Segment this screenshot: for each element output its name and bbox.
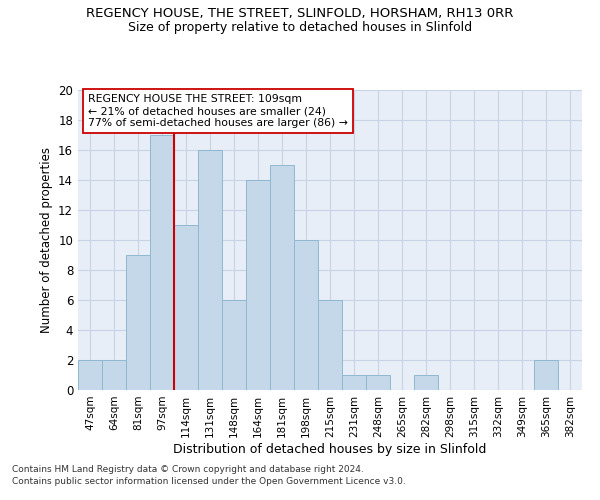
Bar <box>174 225 198 390</box>
Bar <box>246 180 270 390</box>
Y-axis label: Number of detached properties: Number of detached properties <box>40 147 53 333</box>
Bar <box>126 255 150 390</box>
Bar <box>414 375 438 390</box>
Bar <box>102 360 126 390</box>
Bar <box>318 300 342 390</box>
Bar <box>366 375 390 390</box>
Bar <box>270 165 294 390</box>
Bar <box>78 360 102 390</box>
Text: Size of property relative to detached houses in Slinfold: Size of property relative to detached ho… <box>128 21 472 34</box>
Bar <box>150 135 174 390</box>
Text: Contains HM Land Registry data © Crown copyright and database right 2024.: Contains HM Land Registry data © Crown c… <box>12 466 364 474</box>
Text: Distribution of detached houses by size in Slinfold: Distribution of detached houses by size … <box>173 442 487 456</box>
Bar <box>534 360 558 390</box>
Bar <box>222 300 246 390</box>
Text: REGENCY HOUSE, THE STREET, SLINFOLD, HORSHAM, RH13 0RR: REGENCY HOUSE, THE STREET, SLINFOLD, HOR… <box>86 8 514 20</box>
Bar <box>198 150 222 390</box>
Bar <box>294 240 318 390</box>
Bar <box>342 375 366 390</box>
Text: REGENCY HOUSE THE STREET: 109sqm
← 21% of detached houses are smaller (24)
77% o: REGENCY HOUSE THE STREET: 109sqm ← 21% o… <box>88 94 348 128</box>
Text: Contains public sector information licensed under the Open Government Licence v3: Contains public sector information licen… <box>12 477 406 486</box>
